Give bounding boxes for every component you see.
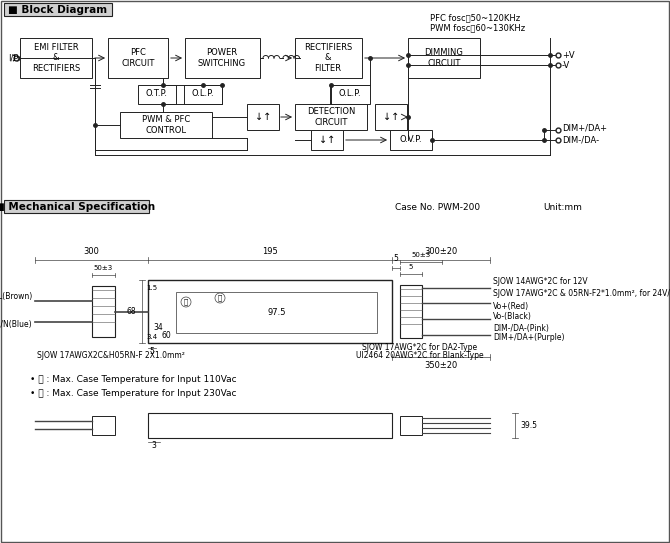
Text: AC/N(Blue): AC/N(Blue)	[0, 319, 33, 329]
Text: PWM & PFC
CONTROL: PWM & PFC CONTROL	[142, 115, 190, 135]
Text: 300±20: 300±20	[424, 247, 458, 256]
Text: • ⓡ : Max. Case Temperature for Input 110Vac: • ⓡ : Max. Case Temperature for Input 11…	[30, 375, 237, 383]
Text: EMI FILTER
&
RECTIFIERS: EMI FILTER & RECTIFIERS	[32, 43, 80, 73]
Bar	[138, 85, 176, 104]
Text: DETECTION
CIRCUIT: DETECTION CIRCUIT	[307, 108, 355, 127]
Bar	[108, 38, 168, 78]
Text: RECTIFIERS
&
FILTER: RECTIFIERS & FILTER	[304, 43, 352, 73]
Text: POWER
SWITCHING: POWER SWITCHING	[198, 48, 246, 68]
Bar	[400, 416, 422, 435]
Bar	[120, 112, 212, 138]
Bar	[247, 104, 279, 130]
Text: DIMMING
CIRCUIT: DIMMING CIRCUIT	[425, 48, 464, 68]
Text: O.V.P.: O.V.P.	[400, 136, 422, 144]
Text: 34: 34	[153, 323, 163, 331]
Text: • ⓢ : Max. Case Temperature for Input 230Vac: • ⓢ : Max. Case Temperature for Input 23…	[30, 388, 237, 397]
Text: O.T.P.: O.T.P.	[146, 90, 168, 98]
Text: UI2464 20AWG*2C for Blank-Type: UI2464 20AWG*2C for Blank-Type	[356, 351, 484, 361]
Text: 68: 68	[127, 307, 136, 316]
Text: ↓↑: ↓↑	[255, 112, 271, 122]
Text: 350±20: 350±20	[424, 361, 458, 370]
Bar	[20, 38, 92, 78]
Text: Unit:mm: Unit:mm	[543, 203, 582, 212]
Bar	[311, 130, 343, 150]
Bar	[185, 38, 260, 78]
Text: 5: 5	[393, 254, 399, 263]
Text: DIM+/DA+: DIM+/DA+	[562, 123, 607, 132]
Bar	[176, 292, 377, 333]
Text: -V: -V	[562, 60, 570, 70]
Text: 1.5: 1.5	[147, 285, 157, 291]
Text: PWM fosc：60~130KHz: PWM fosc：60~130KHz	[430, 23, 525, 33]
Bar	[295, 104, 367, 130]
Text: Vo-(Black): Vo-(Black)	[493, 313, 532, 321]
Text: 3: 3	[151, 441, 156, 451]
Text: I/P: I/P	[8, 54, 19, 62]
Bar	[400, 285, 422, 338]
Text: 195: 195	[262, 247, 278, 256]
Text: 97.5: 97.5	[267, 308, 285, 317]
Bar	[92, 416, 115, 435]
Bar	[408, 38, 480, 78]
Text: DIM-/DA-: DIM-/DA-	[562, 136, 599, 144]
Text: ↓↑: ↓↑	[319, 135, 335, 145]
Text: Case No. PWM-200: Case No. PWM-200	[395, 203, 480, 212]
Text: 39.5: 39.5	[520, 421, 537, 430]
Bar	[295, 38, 362, 78]
Text: +V: +V	[562, 50, 575, 60]
Bar	[184, 85, 222, 104]
Bar	[375, 104, 407, 130]
Bar	[4, 3, 112, 16]
Text: DIM-/DA-(Pink): DIM-/DA-(Pink)	[493, 324, 549, 332]
Text: 5: 5	[149, 348, 155, 357]
Text: O.L.P.: O.L.P.	[339, 90, 361, 98]
Text: 300: 300	[84, 247, 99, 256]
Text: SJOW 17AWG*2C for DA2-Type: SJOW 17AWG*2C for DA2-Type	[362, 344, 478, 352]
Text: 5: 5	[409, 264, 413, 270]
Text: 50±3: 50±3	[411, 252, 431, 258]
Text: 3.4: 3.4	[147, 334, 157, 340]
Bar	[390, 130, 432, 150]
Text: SJOW 14AWG*2C for 12V: SJOW 14AWG*2C for 12V	[493, 277, 588, 287]
Bar	[92, 286, 115, 337]
Text: SJOW 17AWGX2C&H05RN-F 2X1.0mm²: SJOW 17AWGX2C&H05RN-F 2X1.0mm²	[37, 350, 185, 359]
Text: Ⓜ: Ⓜ	[218, 295, 222, 301]
Text: O.L.P.: O.L.P.	[192, 90, 214, 98]
Text: 50±3: 50±3	[94, 265, 113, 271]
Text: ↓↑: ↓↑	[383, 112, 399, 122]
Bar	[4, 200, 149, 213]
Text: Vo+(Red): Vo+(Red)	[493, 301, 529, 311]
Bar	[330, 85, 370, 104]
Text: ■ Mechanical Specification: ■ Mechanical Specification	[0, 202, 155, 212]
Text: ■ Block Diagram: ■ Block Diagram	[9, 5, 108, 15]
Bar	[148, 413, 392, 438]
Text: PFC
CIRCUIT: PFC CIRCUIT	[121, 48, 155, 68]
Text: SJOW 17AWG*2C & 05RN-F2*1.0mm², for 24V/36V/48V: SJOW 17AWG*2C & 05RN-F2*1.0mm², for 24V/…	[493, 288, 670, 298]
Text: Ⓛ: Ⓛ	[184, 299, 188, 305]
Text: PFC fosc：50~120KHz: PFC fosc：50~120KHz	[430, 14, 520, 22]
Text: AC/L(Brown): AC/L(Brown)	[0, 293, 33, 301]
Text: DIM+/DA+(Purple): DIM+/DA+(Purple)	[493, 333, 565, 343]
Text: 60: 60	[161, 331, 171, 339]
Bar	[148, 280, 392, 343]
